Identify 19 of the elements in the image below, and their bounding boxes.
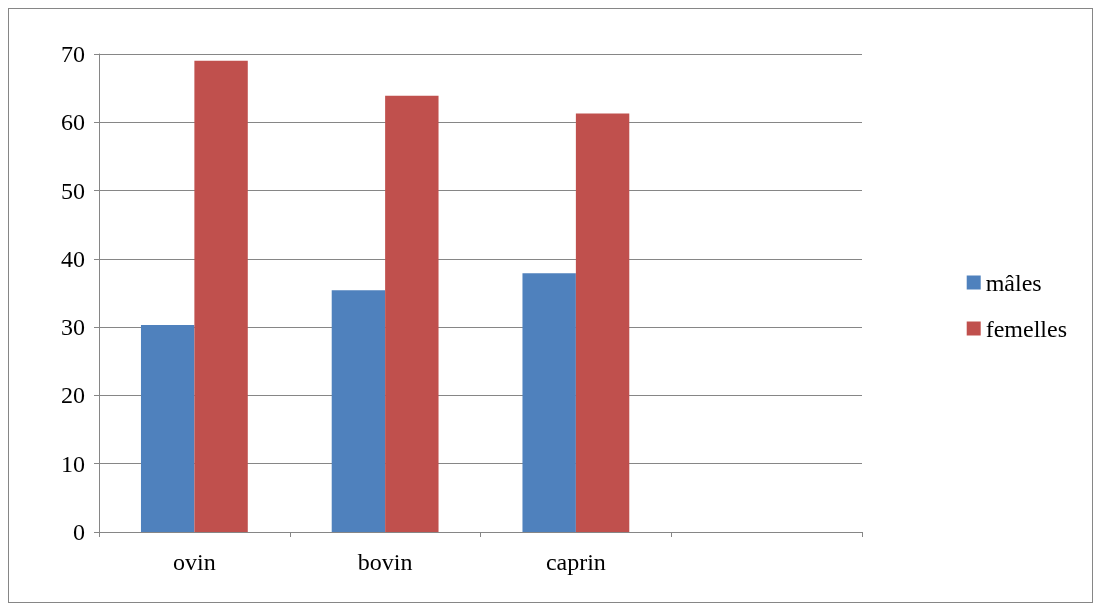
y-tick-label: 40	[61, 245, 85, 272]
y-tick-label: 60	[61, 109, 85, 136]
bar	[575, 113, 630, 532]
x-tick-label: ovin	[173, 549, 216, 575]
bar	[522, 273, 576, 532]
y-tick-label: 20	[61, 382, 85, 409]
y-tick-label: 0	[73, 519, 85, 545]
x-tick-label: caprin	[545, 549, 606, 575]
legend-label: femelles	[985, 315, 1067, 342]
bar	[331, 290, 386, 532]
y-tick-label: 10	[61, 450, 85, 477]
legend-label: mâles	[985, 269, 1042, 296]
y-tick-label: 70	[61, 41, 85, 67]
y-tick-label: 30	[61, 314, 85, 341]
x-tick-label: bovin	[357, 549, 413, 575]
y-tick-label: 50	[61, 177, 85, 204]
bar	[140, 325, 195, 532]
bar	[385, 95, 439, 532]
bar	[194, 60, 248, 532]
